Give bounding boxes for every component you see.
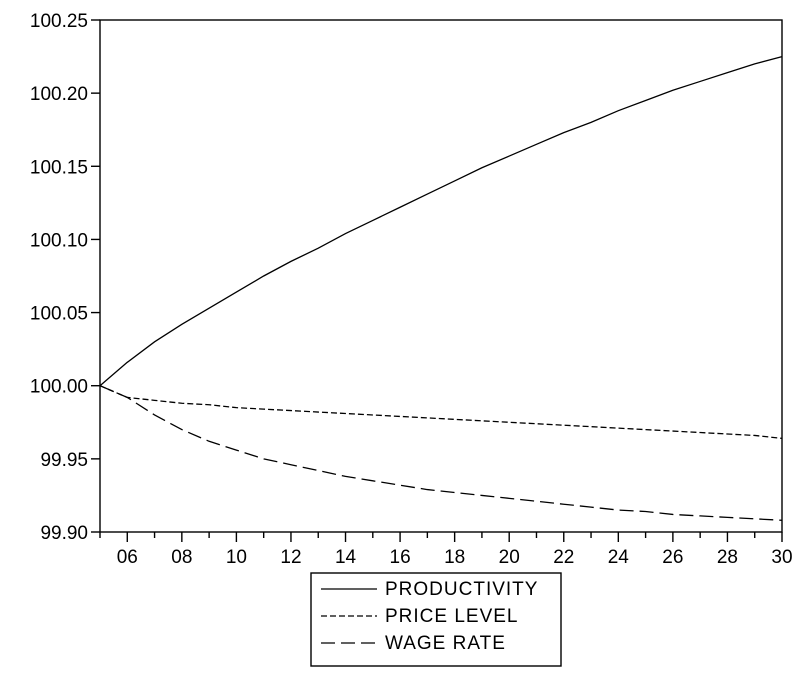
x-tick-label: 30	[771, 547, 792, 568]
x-tick-label: 24	[608, 547, 630, 568]
legend-label: PRICE LEVEL	[385, 606, 519, 627]
y-tick-label: 100.00	[30, 377, 88, 398]
x-tick-label: 20	[499, 547, 520, 568]
y-tick-label: 100.10	[30, 230, 88, 251]
y-tick-label: 99.95	[40, 450, 88, 471]
x-tick-label: 08	[171, 547, 192, 568]
x-tick-label: 28	[717, 547, 738, 568]
x-tick-label: 06	[117, 547, 138, 568]
y-tick-label: 100.15	[30, 157, 88, 178]
x-tick-label: 18	[444, 547, 465, 568]
x-axis: 06 08 10 12 14 16 18 20 22 24 26 28 30	[99, 532, 793, 568]
legend: PRODUCTIVITY PRICE LEVEL WAGE RATE	[310, 572, 562, 667]
y-axis: 99.90 99.95 100.00 100.05 100.10 100.15 100.20…	[30, 11, 100, 544]
x-tick-label: 14	[335, 547, 357, 568]
legend-box	[310, 572, 562, 667]
plot-frame	[99, 19, 783, 533]
y-tick-label: 100.25	[30, 11, 88, 32]
x-tick-label: 26	[662, 547, 683, 568]
series-layer	[99, 55, 783, 521]
y-tick-label: 99.90	[40, 523, 88, 544]
legend-label: PRODUCTIVITY	[385, 579, 538, 600]
series-line-productivity	[99, 55, 783, 387]
series-line-wage-rate	[99, 385, 783, 521]
y-tick-label: 100.05	[30, 304, 88, 325]
series-line-price-level	[99, 385, 783, 440]
legend-label: WAGE RATE	[385, 633, 506, 654]
x-tick-label: 22	[553, 547, 574, 568]
x-tick-label: 12	[280, 547, 301, 568]
x-tick-label: 16	[390, 547, 411, 568]
x-tick-label: 10	[226, 547, 247, 568]
y-tick-label: 100.20	[30, 84, 88, 105]
